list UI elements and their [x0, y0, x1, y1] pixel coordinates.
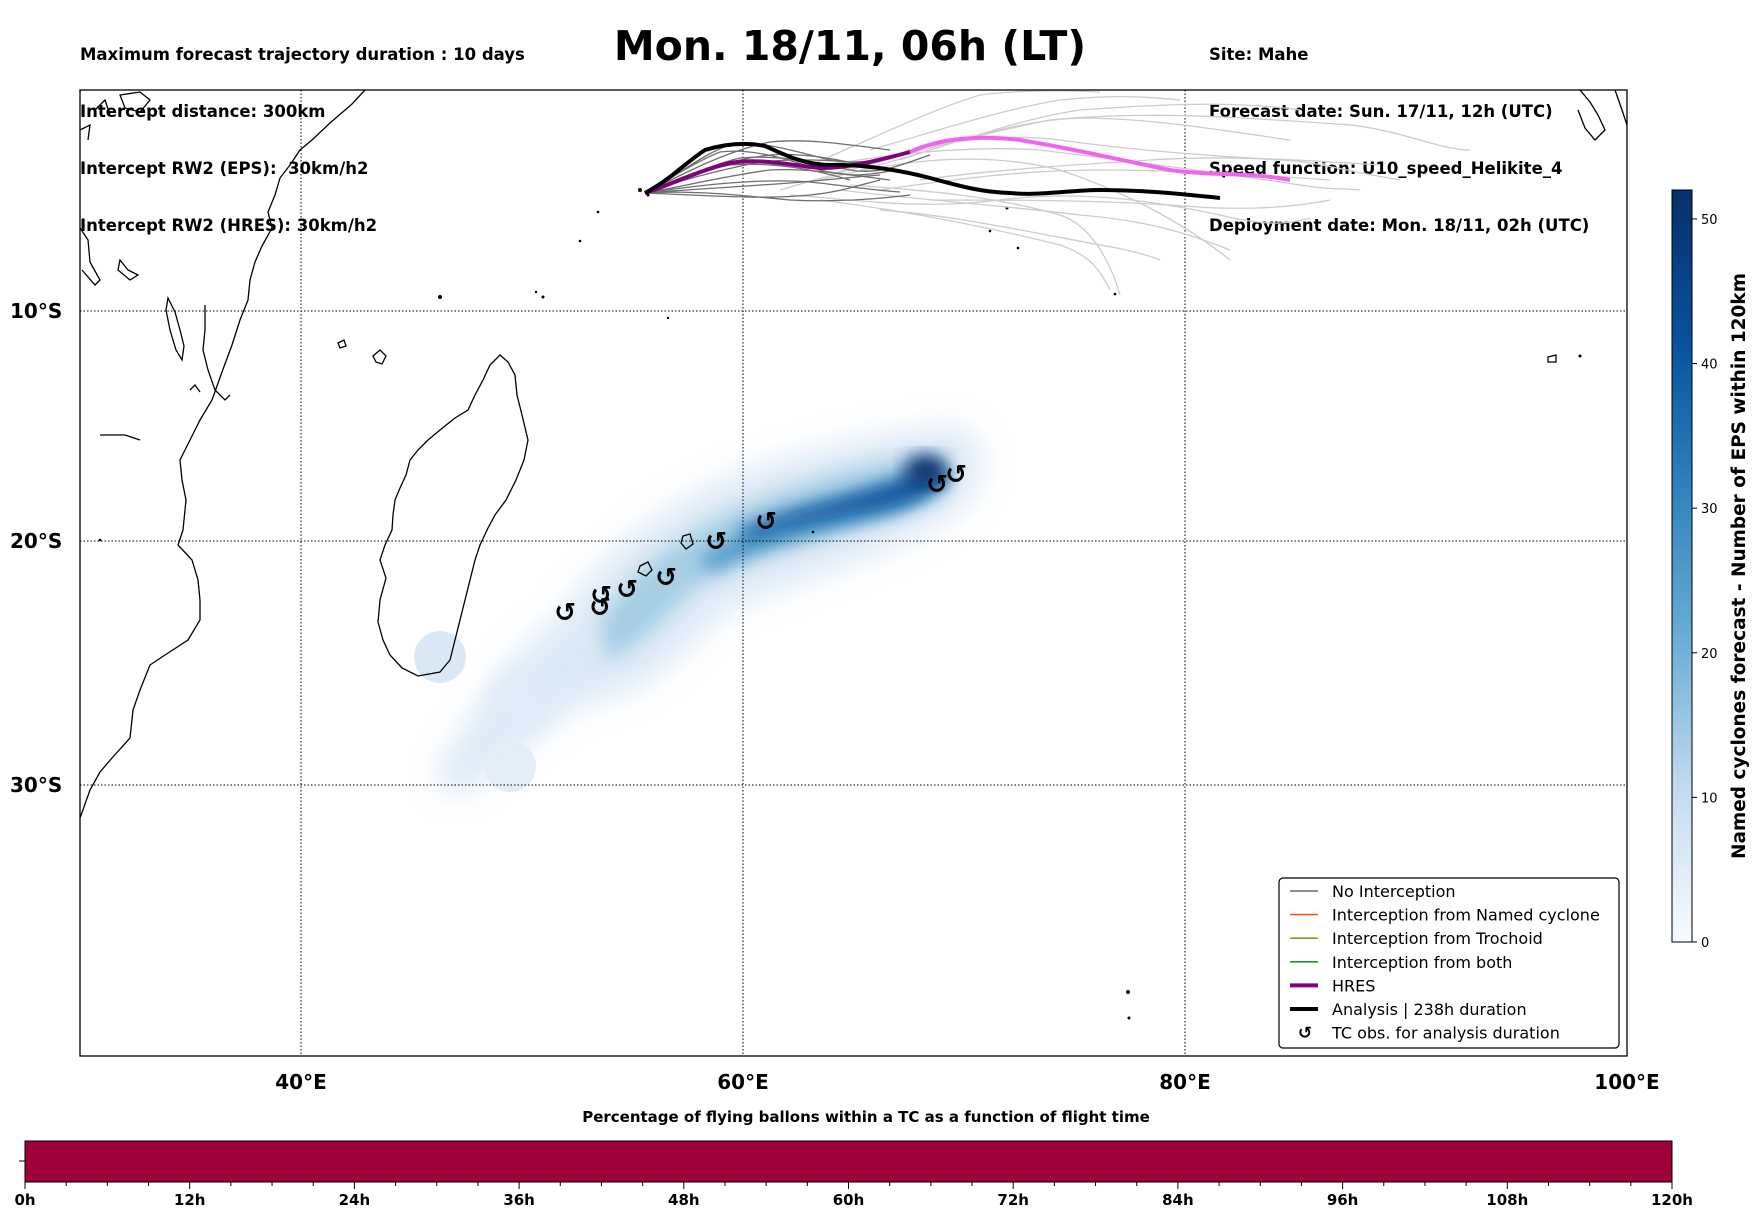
colorbar-gradient	[1671, 189, 1693, 943]
density-blob	[414, 631, 466, 683]
lon-label-40e: 40°E	[275, 1070, 327, 1094]
speed-function-text: Speed function: U10_speed_Helikite_4	[1209, 159, 1563, 178]
comoros-island	[337, 339, 347, 349]
density-colorbar: 0 10 20 30 40 50 Named cyclones forecast - Nu…	[1671, 189, 1750, 951]
timebar-tick-label: 60h	[833, 1191, 865, 1209]
comoros-island	[372, 349, 387, 365]
timebar-tick-label: 72h	[997, 1191, 1029, 1209]
legend-label: Analysis | 238h duration	[1332, 1000, 1527, 1019]
page-title: Mon. 18/11, 06h (LT)	[613, 22, 1087, 70]
africa-coast	[80, 90, 366, 819]
timebar-tick-label: 48h	[668, 1191, 700, 1209]
lat-label-20s: 20°S	[10, 529, 62, 553]
map-frame	[79, 89, 1628, 1057]
tc-symbol: ↺	[655, 563, 677, 593]
legend-box	[1278, 877, 1620, 1049]
tc-symbol: ↺	[926, 470, 948, 500]
hres-track-late	[909, 135, 1291, 182]
timebar-tick-label: 12h	[174, 1191, 206, 1209]
legend-label: TC obs. for analysis duration	[1331, 1024, 1560, 1043]
intercept-eps-text: Intercept RW2 (EPS): 30km/h2	[80, 159, 369, 178]
tc-symbol: ↺	[554, 598, 576, 628]
colorbar-tick-label: 30	[1701, 502, 1718, 517]
lake-tanganyika	[165, 295, 185, 362]
colorbar-tick-label: 20	[1701, 647, 1718, 662]
flight-time-bar: 0h 12h 24h 36h 48h 60h 72h 84h 96h 108h 120h	[14, 1140, 1693, 1209]
lat-label-10s: 10°S	[10, 299, 62, 323]
late-trajectories	[779, 90, 1471, 296]
lon-label-100e: 100°E	[1594, 1070, 1659, 1094]
colorbar-tick-label: 0	[1701, 936, 1709, 951]
legend-label: No Interception	[1332, 882, 1456, 901]
legend-tc-symbol: ↺	[1298, 1024, 1312, 1044]
deployment-date-text: Deployment date: Mon. 18/11, 02h (UTC)	[1209, 216, 1590, 235]
timebar-title: Percentage of flying ballons within a TC…	[582, 1108, 1150, 1126]
islet	[1547, 354, 1557, 363]
map-grid	[80, 90, 1627, 1056]
mauritius-island	[680, 533, 694, 550]
madagascar-coast	[377, 354, 529, 677]
timebar-tick-label: 36h	[503, 1191, 535, 1209]
lake-victoria-edge	[80, 227, 101, 286]
tc-observations: ↺ ↺ ↺ ↺ ↺ ↺ ↺ ↺ ↺	[554, 460, 967, 628]
colorbar-tick-label: 10	[1701, 791, 1718, 806]
intercept-hres-text: Intercept RW2 (HRES): 30km/h2	[80, 216, 378, 235]
legend-label: Interception from Named cyclone	[1332, 906, 1600, 925]
density-blob	[488, 671, 552, 735]
timebar-tick-label: 24h	[339, 1191, 371, 1209]
forecast-date-text: Forecast date: Sun. 17/11, 12h (UTC)	[1209, 102, 1553, 121]
sumatra-edge	[1614, 90, 1627, 126]
legend-label: Interception from both	[1332, 953, 1512, 972]
colorbar-tick-label: 40	[1701, 358, 1718, 373]
tc-symbol: ↺	[755, 507, 777, 537]
timebar-tick-label: 108h	[1486, 1191, 1528, 1209]
density-blob	[484, 740, 536, 792]
lake-bangweulu	[100, 434, 141, 441]
header-right-info: Site: Mahe Forecast date: Sun. 17/11, 12…	[1209, 7, 1589, 254]
tc-symbol: ↺	[945, 460, 967, 490]
map-area: ↺ ↺ ↺ ↺ ↺ ↺ ↺ ↺ ↺	[80, 90, 1627, 1056]
map-legend: No Interception Interception from Named c…	[1278, 877, 1620, 1049]
coast-fragment	[80, 90, 151, 141]
lake-nyasa	[202, 305, 231, 401]
hres-track	[644, 150, 911, 195]
legend-label: Interception from Trochoid	[1332, 929, 1543, 948]
lon-label-60e: 60°E	[717, 1070, 769, 1094]
tc-symbol: ↺	[616, 575, 638, 605]
timebar-tick-label: 96h	[1327, 1191, 1359, 1209]
tc-symbol: ↺	[589, 593, 611, 623]
coastlines	[80, 90, 1627, 819]
timebar-tick-label: 84h	[1162, 1191, 1194, 1209]
analysis-track	[644, 141, 1221, 200]
reunion-island	[637, 561, 653, 577]
cyclone-density-field	[414, 426, 983, 794]
lat-label-30s: 30°S	[10, 773, 62, 797]
max-duration-text: Maximum forecast trajectory duration : 1…	[80, 45, 525, 64]
sumatra-tip	[1577, 90, 1606, 141]
tc-symbol: ↺	[590, 581, 612, 611]
density-core	[905, 455, 945, 485]
timebar-tick-label: 0h	[14, 1191, 35, 1209]
colorbar-label: Named cyclones forecast - Number of EPS …	[1729, 273, 1750, 859]
islet	[189, 383, 201, 393]
lake-kyoga	[117, 258, 140, 281]
site-text: Site: Mahe	[1209, 45, 1309, 64]
lon-label-80e: 80°E	[1159, 1070, 1211, 1094]
colorbar-tick-label: 50	[1701, 213, 1718, 228]
timebar-fill	[24, 1140, 1673, 1183]
timebar-tick-label: 120h	[1651, 1191, 1693, 1209]
legend-label: HRES	[1332, 976, 1375, 995]
tc-symbol: ↺	[705, 527, 727, 557]
